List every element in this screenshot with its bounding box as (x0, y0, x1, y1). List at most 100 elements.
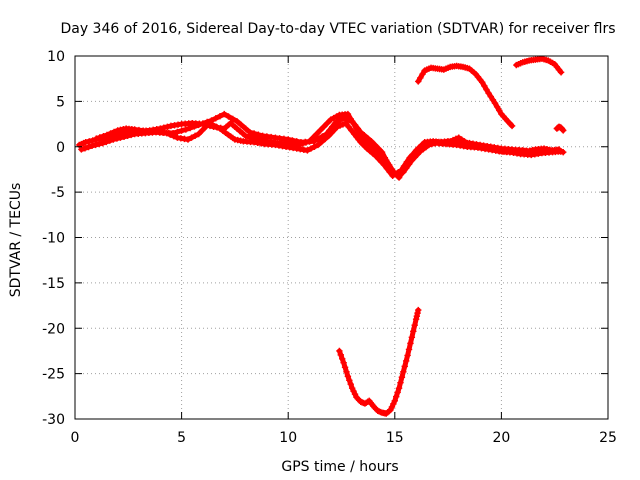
data-point-marker (346, 377, 353, 384)
data-point-marker (88, 142, 96, 150)
data-point-marker (381, 154, 389, 161)
data-point-marker (344, 110, 352, 118)
y-tick-label: 0 (56, 140, 65, 156)
data-point-marker (103, 131, 111, 139)
data-point-marker (346, 116, 353, 124)
y-tick-label: -25 (42, 367, 65, 383)
data-points (76, 55, 567, 417)
data-point-marker (95, 140, 103, 148)
data-point-marker (375, 145, 382, 152)
data-point-marker (415, 78, 422, 85)
data-point-marker (345, 123, 352, 130)
data-point-marker (395, 384, 403, 392)
y-tick-label: -15 (42, 276, 65, 292)
data-point-marker (289, 137, 296, 144)
data-point-marker (117, 134, 124, 141)
data-point-marker (394, 389, 401, 396)
data-point-marker (400, 368, 407, 376)
data-point-marker (178, 127, 185, 134)
data-point-marker (368, 138, 375, 145)
data-point-marker (481, 143, 488, 150)
data-point-marker (483, 86, 490, 93)
axis-ticks: 0 5 10 15 20 25 -30 -25 -20 -15 -10 -5 0 5 10 (42, 49, 617, 446)
data-point-marker (246, 129, 254, 136)
data-point-marker (407, 340, 414, 347)
data-point-marker (304, 147, 311, 154)
data-point-marker (313, 130, 320, 138)
data-point-marker (93, 135, 100, 142)
data-point-marker (489, 96, 497, 104)
data-point-marker (245, 133, 253, 140)
data-point-marker (393, 393, 400, 400)
data-point-marker (350, 387, 357, 395)
data-point-marker (398, 374, 406, 381)
data-point-marker (212, 115, 219, 122)
data-point-marker (96, 134, 104, 141)
data-point-marker (78, 146, 85, 153)
y-tick-label: 10 (47, 49, 65, 65)
data-point-marker (357, 129, 364, 136)
data-point-marker (412, 315, 420, 323)
data-point-marker (491, 99, 499, 107)
data-point-marker (103, 138, 110, 146)
data-point-marker (285, 136, 292, 143)
data-point-marker (340, 114, 347, 121)
x-tick-label: 20 (492, 430, 510, 446)
data-point-marker (195, 121, 202, 129)
data-point-marker (314, 135, 322, 143)
y-tick-label: -10 (42, 231, 65, 247)
data-point-marker (479, 79, 486, 86)
data-point-marker (199, 127, 206, 134)
data-point-marker (164, 123, 171, 130)
data-point-marker (124, 132, 131, 140)
data-point-marker (410, 151, 417, 158)
data-point-marker (191, 123, 198, 130)
data-point-marker (82, 139, 89, 146)
x-tick-label: 5 (177, 430, 186, 446)
data-point-marker (169, 129, 177, 137)
plot-frame (74, 55, 609, 420)
data-point-marker (388, 403, 396, 411)
data-point-marker (250, 130, 258, 137)
data-point-marker (199, 120, 207, 127)
data-point-marker (387, 165, 394, 172)
data-point-marker (447, 138, 454, 145)
data-point-marker (191, 132, 199, 140)
data-point-marker (348, 118, 356, 125)
data-point-marker (188, 134, 195, 141)
y-tick-label: -30 (42, 412, 65, 428)
data-point-marker (414, 309, 421, 317)
data-point-marker (397, 379, 404, 386)
data-point-marker (92, 141, 99, 149)
data-point-marker (407, 155, 414, 163)
data-point-marker (324, 119, 331, 127)
data-point-marker (86, 138, 93, 145)
data-point-marker (485, 90, 492, 97)
data-point-marker (395, 174, 403, 181)
data-point-marker (318, 138, 325, 146)
data-point-marker (466, 140, 474, 148)
data-point-marker (413, 312, 421, 320)
data-point-marker (390, 168, 397, 175)
data-point-marker (348, 384, 356, 392)
data-point-marker (555, 146, 563, 153)
data-point-marker (464, 139, 471, 147)
data-point-marker (174, 128, 181, 136)
data-point-marker (107, 130, 114, 137)
data-point-marker (255, 131, 262, 138)
data-point-marker (559, 126, 566, 133)
data-point-marker (323, 130, 330, 138)
data-point-marker (225, 113, 232, 120)
data-point-marker (311, 143, 318, 150)
data-point-marker (493, 103, 501, 111)
data-point-marker (242, 125, 249, 132)
data-point-marker (348, 127, 355, 134)
chart-title: Day 346 of 2016, Sidereal Day-to-day VTE… (60, 21, 615, 37)
data-point-marker (393, 171, 400, 178)
data-point-marker (316, 127, 324, 134)
data-point-marker (213, 123, 220, 130)
data-point-marker (336, 122, 344, 129)
y-axis-label: SDTVAR / TECUs (8, 183, 24, 298)
data-point-marker (221, 110, 228, 118)
data-point-marker (110, 128, 118, 136)
